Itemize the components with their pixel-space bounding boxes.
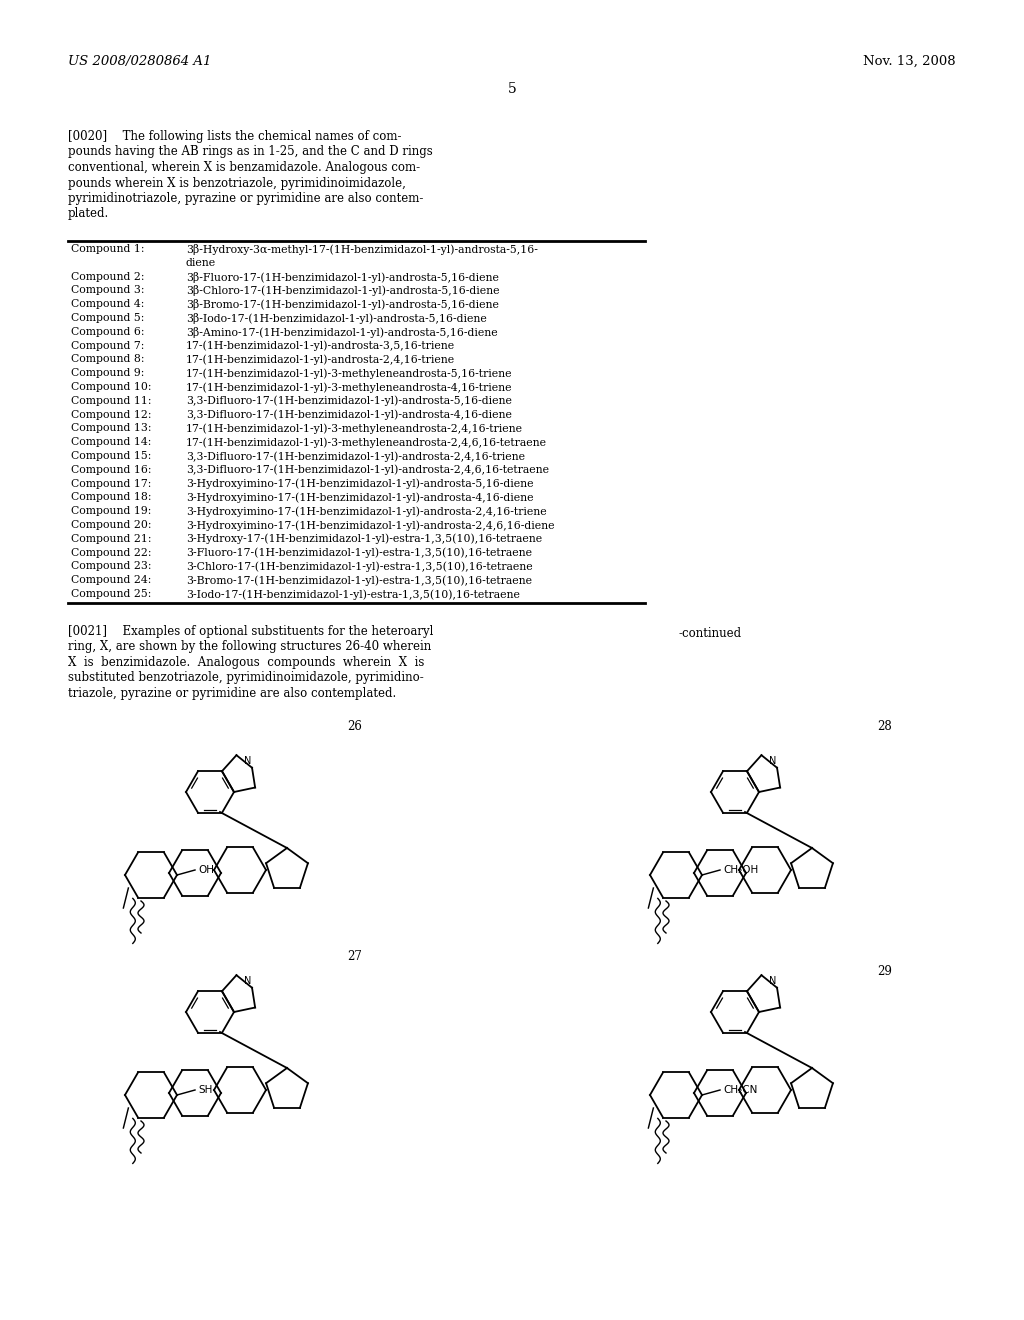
Text: 3,3-Difluoro-17-(1H-benzimidazol-1-yl)-androsta-2,4,16-triene: 3,3-Difluoro-17-(1H-benzimidazol-1-yl)-a… <box>186 451 525 462</box>
Text: Compound 4:: Compound 4: <box>71 300 144 309</box>
Text: Compound 5:: Compound 5: <box>71 313 144 323</box>
Text: 26: 26 <box>347 719 362 733</box>
Text: N: N <box>769 756 776 767</box>
Text: 3-Hydroxyimino-17-(1H-benzimidazol-1-yl)-androsta-5,16-diene: 3-Hydroxyimino-17-(1H-benzimidazol-1-yl)… <box>186 479 534 490</box>
Text: Compound 12:: Compound 12: <box>71 409 152 420</box>
Text: 17-(1H-benzimidazol-1-yl)-androsta-3,5,16-triene: 17-(1H-benzimidazol-1-yl)-androsta-3,5,1… <box>186 341 455 351</box>
Text: 29: 29 <box>878 965 893 978</box>
Text: 3-Hydroxyimino-17-(1H-benzimidazol-1-yl)-androsta-2,4,16-triene: 3-Hydroxyimino-17-(1H-benzimidazol-1-yl)… <box>186 506 547 516</box>
Text: 17-(1H-benzimidazol-1-yl)-3-methyleneandrosta-2,4,16-triene: 17-(1H-benzimidazol-1-yl)-3-methyleneand… <box>186 424 523 434</box>
Text: Compound 11:: Compound 11: <box>71 396 152 405</box>
Text: 3β-Fluoro-17-(1H-benzimidazol-1-yl)-androsta-5,16-diene: 3β-Fluoro-17-(1H-benzimidazol-1-yl)-andr… <box>186 272 499 282</box>
Text: 3-Bromo-17-(1H-benzimidazol-1-yl)-estra-1,3,5(10),16-tetraene: 3-Bromo-17-(1H-benzimidazol-1-yl)-estra-… <box>186 576 532 586</box>
Text: 17-(1H-benzimidazol-1-yl)-3-methyleneandrosta-2,4,6,16-tetraene: 17-(1H-benzimidazol-1-yl)-3-methyleneand… <box>186 437 547 447</box>
Text: N: N <box>769 977 776 986</box>
Text: conventional, wherein X is benzamidazole. Analogous com-: conventional, wherein X is benzamidazole… <box>68 161 420 174</box>
Text: pounds wherein X is benzotriazole, pyrimidinoimidazole,: pounds wherein X is benzotriazole, pyrim… <box>68 177 406 190</box>
Text: Compound 16:: Compound 16: <box>71 465 152 475</box>
Text: 3,3-Difluoro-17-(1H-benzimidazol-1-yl)-androsta-4,16-diene: 3,3-Difluoro-17-(1H-benzimidazol-1-yl)-a… <box>186 409 512 420</box>
Text: N: N <box>244 977 251 986</box>
Text: pounds having the AB rings as in 1-25, and the C and D rings: pounds having the AB rings as in 1-25, a… <box>68 145 433 158</box>
Text: N: N <box>244 756 251 767</box>
Text: Compound 2:: Compound 2: <box>71 272 144 281</box>
Text: ring, X, are shown by the following structures 26-40 wherein: ring, X, are shown by the following stru… <box>68 640 431 653</box>
Text: Compound 18:: Compound 18: <box>71 492 152 503</box>
Text: SH: SH <box>198 1085 212 1096</box>
Text: Compound 17:: Compound 17: <box>71 479 152 488</box>
Text: 17-(1H-benzimidazol-1-yl)-3-methyleneandrosta-5,16-triene: 17-(1H-benzimidazol-1-yl)-3-methyleneand… <box>186 368 512 379</box>
Text: Compound 10:: Compound 10: <box>71 381 152 392</box>
Text: [0020]  The following lists the chemical names of com-: [0020] The following lists the chemical … <box>68 129 401 143</box>
Text: CH₂CN: CH₂CN <box>723 1085 758 1096</box>
Text: pyrimidinotriazole, pyrazine or pyrimidine are also contem-: pyrimidinotriazole, pyrazine or pyrimidi… <box>68 191 423 205</box>
Text: 3β-Iodo-17-(1H-benzimidazol-1-yl)-androsta-5,16-diene: 3β-Iodo-17-(1H-benzimidazol-1-yl)-andros… <box>186 313 486 323</box>
Text: 3-Hydroxy-17-(1H-benzimidazol-1-yl)-estra-1,3,5(10),16-tetraene: 3-Hydroxy-17-(1H-benzimidazol-1-yl)-estr… <box>186 533 542 544</box>
Text: OH: OH <box>198 865 214 875</box>
Text: diene: diene <box>186 257 216 268</box>
Text: plated.: plated. <box>68 207 110 220</box>
Text: Compound 15:: Compound 15: <box>71 451 152 461</box>
Text: Compound 20:: Compound 20: <box>71 520 152 531</box>
Text: Compound 7:: Compound 7: <box>71 341 144 351</box>
Text: -continued: -continued <box>679 627 741 640</box>
Text: 3,3-Difluoro-17-(1H-benzimidazol-1-yl)-androsta-5,16-diene: 3,3-Difluoro-17-(1H-benzimidazol-1-yl)-a… <box>186 396 512 407</box>
Text: Compound 21:: Compound 21: <box>71 533 152 544</box>
Text: Compound 19:: Compound 19: <box>71 506 152 516</box>
Text: Compound 3:: Compound 3: <box>71 285 144 296</box>
Text: 3-Iodo-17-(1H-benzimidazol-1-yl)-estra-1,3,5(10),16-tetraene: 3-Iodo-17-(1H-benzimidazol-1-yl)-estra-1… <box>186 589 520 599</box>
Text: Compound 24:: Compound 24: <box>71 576 152 585</box>
Text: triazole, pyrazine or pyrimidine are also contemplated.: triazole, pyrazine or pyrimidine are als… <box>68 686 396 700</box>
Text: 3,3-Difluoro-17-(1H-benzimidazol-1-yl)-androsta-2,4,6,16-tetraene: 3,3-Difluoro-17-(1H-benzimidazol-1-yl)-a… <box>186 465 549 475</box>
Text: 3-Fluoro-17-(1H-benzimidazol-1-yl)-estra-1,3,5(10),16-tetraene: 3-Fluoro-17-(1H-benzimidazol-1-yl)-estra… <box>186 548 532 558</box>
Text: Compound 8:: Compound 8: <box>71 354 144 364</box>
Text: 3-Hydroxyimino-17-(1H-benzimidazol-1-yl)-androsta-2,4,6,16-diene: 3-Hydroxyimino-17-(1H-benzimidazol-1-yl)… <box>186 520 555 531</box>
Text: substituted benzotriazole, pyrimidinoimidazole, pyrimidino-: substituted benzotriazole, pyrimidinoimi… <box>68 672 424 684</box>
Text: Compound 25:: Compound 25: <box>71 589 152 599</box>
Text: Compound 13:: Compound 13: <box>71 424 152 433</box>
Text: [0021]  Examples of optional substituents for the heteroaryl: [0021] Examples of optional substituents… <box>68 624 433 638</box>
Text: Compound 23:: Compound 23: <box>71 561 152 572</box>
Text: 3-Hydroxyimino-17-(1H-benzimidazol-1-yl)-androsta-4,16-diene: 3-Hydroxyimino-17-(1H-benzimidazol-1-yl)… <box>186 492 534 503</box>
Text: 17-(1H-benzimidazol-1-yl)-3-methyleneandrosta-4,16-triene: 17-(1H-benzimidazol-1-yl)-3-methyleneand… <box>186 381 512 392</box>
Text: CH₂OH: CH₂OH <box>723 865 758 875</box>
Text: 3β-Amino-17-(1H-benzimidazol-1-yl)-androsta-5,16-diene: 3β-Amino-17-(1H-benzimidazol-1-yl)-andro… <box>186 327 498 338</box>
Text: Compound 9:: Compound 9: <box>71 368 144 379</box>
Text: 3β-Hydroxy-3α-methyl-17-(1H-benzimidazol-1-yl)-androsta-5,16-: 3β-Hydroxy-3α-methyl-17-(1H-benzimidazol… <box>186 244 538 255</box>
Text: 27: 27 <box>347 950 362 964</box>
Text: Compound 6:: Compound 6: <box>71 327 144 337</box>
Text: 17-(1H-benzimidazol-1-yl)-androsta-2,4,16-triene: 17-(1H-benzimidazol-1-yl)-androsta-2,4,1… <box>186 354 455 364</box>
Text: 3-Chloro-17-(1H-benzimidazol-1-yl)-estra-1,3,5(10),16-tetraene: 3-Chloro-17-(1H-benzimidazol-1-yl)-estra… <box>186 561 532 572</box>
Text: 3β-Bromo-17-(1H-benzimidazol-1-yl)-androsta-5,16-diene: 3β-Bromo-17-(1H-benzimidazol-1-yl)-andro… <box>186 300 499 310</box>
Text: US 2008/0280864 A1: US 2008/0280864 A1 <box>68 55 211 69</box>
Text: Nov. 13, 2008: Nov. 13, 2008 <box>863 55 956 69</box>
Text: X  is  benzimidazole.  Analogous  compounds  wherein  X  is: X is benzimidazole. Analogous compounds … <box>68 656 424 669</box>
Text: 28: 28 <box>878 719 892 733</box>
Text: 5: 5 <box>508 82 516 96</box>
Text: Compound 14:: Compound 14: <box>71 437 152 447</box>
Text: 3β-Chloro-17-(1H-benzimidazol-1-yl)-androsta-5,16-diene: 3β-Chloro-17-(1H-benzimidazol-1-yl)-andr… <box>186 285 500 297</box>
Text: Compound 1:: Compound 1: <box>71 244 144 253</box>
Text: Compound 22:: Compound 22: <box>71 548 152 557</box>
